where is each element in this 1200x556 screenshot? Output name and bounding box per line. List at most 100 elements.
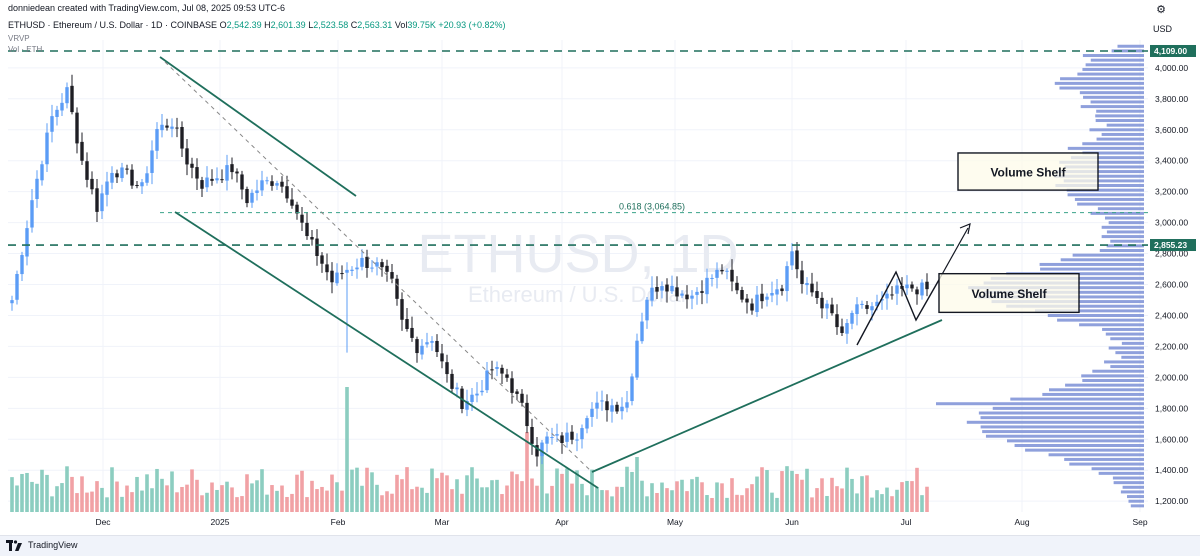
candle-body (645, 299, 649, 321)
candle-body (380, 262, 384, 268)
candle-body (635, 340, 639, 378)
price-tick-label: 2,400.00 (1155, 310, 1188, 320)
candle-body (325, 264, 329, 273)
volume-bar (350, 469, 354, 512)
volume-bar (440, 472, 444, 512)
zigzag-path (856, 270, 941, 346)
candle-body (885, 293, 889, 299)
candle-body (135, 185, 139, 187)
profile-bar (1108, 221, 1144, 225)
candle-body (115, 173, 119, 178)
volume-bar (100, 487, 104, 512)
profile-bar (1067, 146, 1144, 150)
volume-bar (165, 485, 169, 512)
candle-body (815, 291, 819, 298)
candle-body (385, 265, 389, 272)
price-tick-label: 1,800.00 (1155, 403, 1188, 413)
volume-bar (245, 474, 249, 512)
volume-bar (540, 452, 544, 512)
candle-body (620, 406, 624, 412)
volume-bar (285, 496, 289, 512)
profile-bar (1064, 165, 1144, 169)
profile-bar (980, 416, 1144, 420)
close-label: C (350, 20, 358, 30)
volume-bar (920, 495, 924, 512)
profile-bar (936, 402, 1144, 406)
candle-body (260, 180, 264, 191)
candle-body (100, 193, 104, 212)
candle-body (95, 188, 99, 212)
candle-body (285, 186, 289, 199)
volume-bar (235, 497, 239, 512)
price-axis: 4,000.00 3,800.00 3,600.00 3,400.00 3,200.00… (1150, 44, 1196, 506)
candle-body (790, 251, 794, 266)
candle-body (405, 319, 409, 329)
volume-bar (40, 469, 44, 512)
candle-body (430, 341, 434, 343)
candle-body (75, 112, 79, 144)
symbol-line[interactable]: ETHUSD · Ethereum / U.S. Dollar · 1D · C… (8, 20, 218, 30)
volume-bar (345, 387, 349, 512)
low-value: 2,523.58 (313, 20, 349, 30)
candle-body (580, 428, 584, 440)
volume-bar (60, 483, 64, 512)
volume-bar (90, 491, 94, 512)
candle-body (845, 323, 849, 334)
change-value: +20.93 (+0.82%) (438, 20, 506, 30)
candle-body (715, 269, 719, 278)
volume-bar (195, 479, 199, 512)
volume-bar (290, 493, 294, 512)
volume-bar (365, 467, 369, 512)
profile-bar (1070, 156, 1144, 160)
profile-bar (1069, 462, 1144, 466)
profile-bar (1010, 397, 1144, 401)
volume-bar (395, 474, 399, 512)
candle-body (830, 304, 834, 314)
candle-body (345, 269, 349, 273)
candle-body (175, 127, 179, 129)
candle-body (165, 125, 169, 128)
profile-bar (985, 434, 1144, 438)
footer-brand[interactable]: TradingView (28, 540, 78, 550)
open-label: O (219, 20, 227, 30)
volume-bar (265, 494, 269, 512)
candle-body (360, 257, 364, 267)
profile-bar (1095, 114, 1144, 118)
volume-bar (230, 487, 234, 512)
open-value: 2,542.39 (226, 20, 262, 30)
candle-body (185, 148, 189, 165)
volume-bar (685, 491, 689, 512)
volume-bar (200, 495, 204, 512)
profile-bar (1121, 341, 1144, 345)
candle-body (255, 190, 259, 194)
candle-body (770, 293, 774, 296)
volume-bar (495, 479, 499, 512)
volume-bar (575, 470, 579, 512)
volume-bar (460, 493, 464, 512)
vol-value: 39.75K (407, 20, 436, 30)
profile-bar (1096, 137, 1144, 141)
profile-bar (1121, 355, 1144, 359)
volume-bar (870, 497, 874, 512)
gear-icon[interactable]: ⚙ (1156, 4, 1166, 16)
profile-bar (1047, 314, 1144, 318)
volume-bar (905, 480, 909, 512)
volume-bar (270, 485, 274, 512)
candle-body (155, 129, 159, 151)
indicator-vrvp[interactable]: VRVP (8, 34, 30, 43)
profile-bar (1130, 504, 1144, 508)
volume-bar (445, 475, 449, 512)
profile-bar (1060, 258, 1144, 262)
candle-body (435, 340, 439, 353)
profile-bar (1049, 388, 1144, 392)
volume-bar (175, 492, 179, 512)
profile-bar (1082, 151, 1144, 155)
volume-bar (470, 467, 474, 512)
profile-bar (1117, 44, 1144, 48)
profile-bar (1111, 49, 1144, 53)
profile-bar (1120, 490, 1144, 494)
volume-bar (625, 466, 629, 512)
indicator-volume[interactable]: Vol · ETH (8, 45, 43, 54)
candle-body (210, 178, 214, 181)
